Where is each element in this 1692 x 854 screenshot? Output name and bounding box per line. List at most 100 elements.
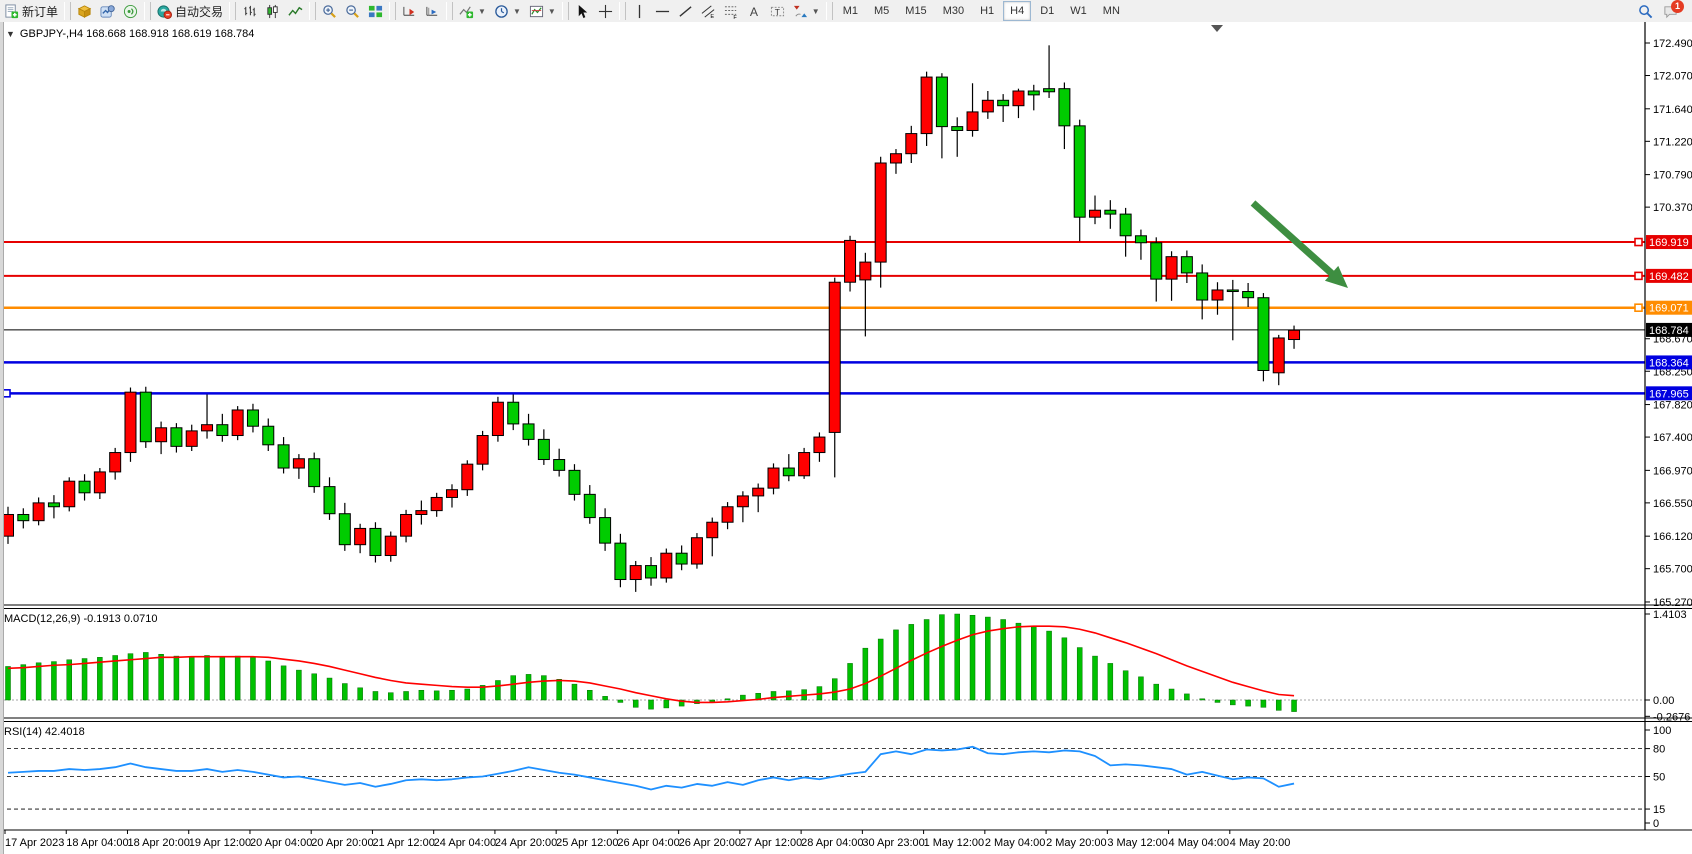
macd-histogram-bar [1046,630,1052,701]
candle-body [966,111,979,131]
zoom-in-button[interactable] [318,1,341,21]
macd-histogram-bar [954,613,960,701]
price-tick-label: 171.640 [1653,104,1692,116]
chart-shift-marker-icon[interactable] [1211,25,1223,32]
text-label-tool-button[interactable]: T [766,1,789,21]
text-tool-button[interactable]: A [743,1,766,21]
toolbar-right: 1 [1638,0,1692,19]
candle-body [1043,88,1056,93]
macd-histogram-bar [479,685,486,701]
candle-body [216,424,229,437]
candle-body [400,513,413,537]
macd-histogram-bar [847,663,853,701]
text-label-icon: T [770,6,784,16]
chart-plot-area[interactable]: 172.490 172.070 171.640 171.220 170.790 170.3… [0,22,1692,854]
tab-timeframe-M5[interactable]: M5 [874,5,890,17]
candle-body [491,401,504,437]
notifications-button[interactable]: 1 [1663,0,1684,19]
tab-timeframe-M15[interactable]: M15 [905,5,927,17]
rsi-axis-label: 100 [1653,725,1671,737]
candle-body [1257,297,1270,371]
rsi-line [7,745,1295,791]
indicators-icon [459,5,474,18]
candle-body [583,493,596,519]
periods-button[interactable]: ▼ [490,1,525,21]
line-drag-handle[interactable] [2,389,11,398]
candle-body [93,471,106,494]
bar-chart-mode-button[interactable] [238,1,261,21]
new-order-button[interactable]: 新订单 [0,1,62,21]
chart-shift-button[interactable] [421,1,444,21]
macd-histogram-bar [342,683,348,701]
horizontal-line-tool-button[interactable] [651,1,674,21]
line-drag-handle[interactable] [1634,237,1643,247]
cursor-tool-button[interactable] [571,1,594,21]
candle-body [1180,256,1193,274]
arrows-tool-button[interactable]: ▼ [789,1,824,21]
candle-body [690,537,703,565]
candle-body [828,281,841,433]
candle-body [568,469,581,495]
indicators-button[interactable]: ▼ [455,1,490,21]
zoom-out-button[interactable] [341,1,364,21]
candle-body [1150,242,1163,280]
toolbar-separator [446,2,454,20]
macd-histogram-bar [20,664,27,701]
time-tick-label: 20 Apr 20:00 [311,837,373,849]
candle-body [997,99,1010,107]
candle-body [752,487,765,497]
tab-timeframe-H1[interactable]: H1 [980,5,995,17]
arrows-stamp-icon [793,5,807,17]
candle-body [2,513,14,537]
line-drag-handle[interactable] [1634,271,1643,281]
auto-trading-icon [157,4,173,19]
fibonacci-tool-button[interactable]: F [720,1,743,21]
symbol-ohlc-text: GBPJPY-,H4 168.668 168.918 168.619 168.7… [19,28,255,40]
macd-histogram-bar [770,691,777,701]
line-chart-mode-button[interactable] [284,1,307,21]
macd-histogram-bar [1015,622,1022,701]
auto-trading-button[interactable]: 自动交易 [153,1,227,21]
macd-histogram-bar [1184,693,1190,701]
search-icon[interactable] [1638,4,1653,19]
rsi-axis-label: 0 [1653,818,1659,830]
price-tick-label: 167.820 [1653,400,1692,412]
tab-timeframe-M1[interactable]: M1 [842,5,858,17]
candle-body [109,452,122,473]
tab-timeframe-MN[interactable]: MN [1102,5,1120,17]
chart-window[interactable]: ▼ GBPJPY-,H4 168.668 168.918 168.619 168… [0,22,1692,854]
auto-scroll-button[interactable] [398,1,421,21]
candle-body [599,517,612,544]
line-drag-handle[interactable] [1634,303,1643,312]
macd-histogram-bar [969,614,976,701]
data-window-button[interactable] [96,1,119,21]
tab-timeframe-H4[interactable]: H4 [1003,1,1032,21]
candle-body [1027,90,1040,96]
channel-tool-button[interactable]: E [697,1,720,21]
candle-body [537,438,550,461]
time-tick-label: 3 May 12:00 [1107,837,1168,849]
data-window-icon [100,4,115,18]
macd-histogram-bar [143,652,149,701]
tab-timeframe-D1[interactable]: D1 [1040,5,1055,17]
fibonacci-icon: F [724,5,737,19]
tab-timeframe-W1[interactable]: W1 [1070,5,1087,17]
one-click-trading-toggle-icon[interactable]: ▼ [6,29,15,39]
window-left-edge [0,22,4,854]
vertical-line-tool-button[interactable] [628,1,651,21]
candle-body [706,521,719,539]
candle-chart-mode-button[interactable] [261,1,284,21]
tile-windows-button[interactable] [364,1,387,21]
candle-body [889,153,902,164]
crosshair-tool-button[interactable] [594,1,617,21]
trendline-tool-button[interactable] [674,1,697,21]
macd-histogram-bar [908,624,915,701]
tab-timeframe-M30[interactable]: M30 [942,5,965,17]
macd-histogram-bar [877,638,884,701]
market-watch-button[interactable] [73,1,96,21]
trend-arrow[interactable] [1250,200,1337,279]
signals-button[interactable] [119,1,142,21]
macd-histogram-bar [1214,699,1221,703]
price-tick-label: 170.370 [1653,202,1692,214]
templates-button[interactable]: ▼ [525,1,560,21]
